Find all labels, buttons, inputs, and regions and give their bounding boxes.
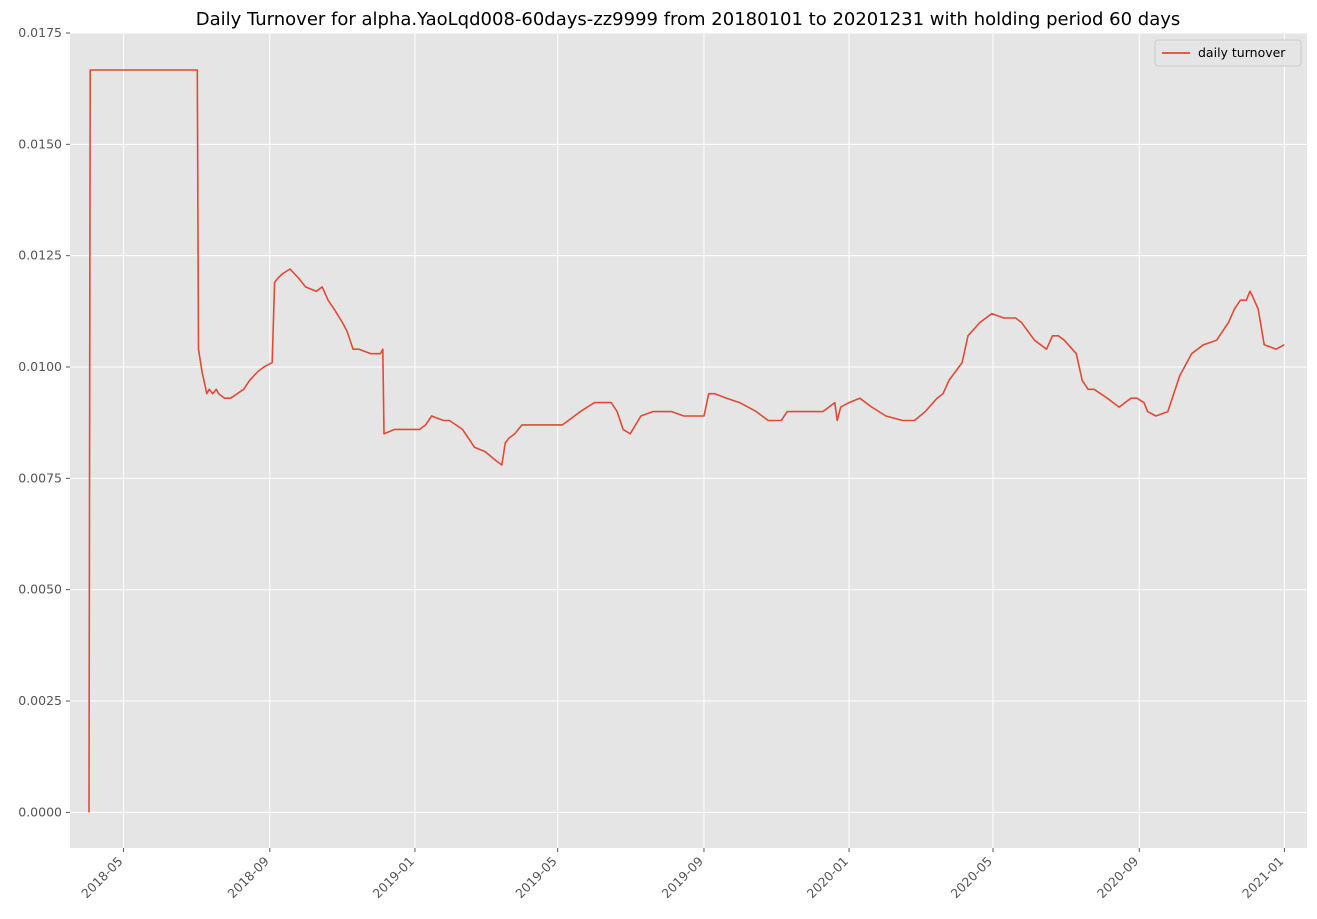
x-tick-label: 2018-09	[224, 853, 272, 901]
series-line-daily-turnover	[88, 69, 1285, 813]
chart-title: Daily Turnover for alpha.YaoLqd008-60day…	[196, 9, 1181, 30]
y-tick-label: 0.0100	[18, 359, 62, 374]
y-tick-label: 0.0075	[18, 470, 62, 485]
x-tick-label: 2020-05	[948, 854, 996, 902]
y-tick-label: 0.0150	[18, 136, 62, 151]
y-tick-label: 0.0125	[18, 248, 62, 263]
y-tick-label: 0.0000	[18, 804, 62, 819]
legend-box	[1154, 39, 1302, 67]
x-tick-label: 2019-05	[512, 854, 560, 902]
x-tick-label: 2020-01	[804, 854, 852, 902]
legend: daily turnover	[1154, 39, 1302, 67]
grid-lines	[70, 32, 1307, 848]
y-axis-ticks: 0.0000 0.0025 0.0050 0.0075 0.0100 0.0125 0.01…	[18, 25, 70, 819]
y-tick-label: 0.0025	[18, 693, 62, 708]
x-tick-label: 2019-09	[659, 853, 707, 901]
legend-label: daily turnover	[1198, 45, 1286, 60]
y-tick-label: 0.0175	[18, 25, 62, 40]
x-tick-label: 2019-01	[370, 854, 418, 902]
x-axis-ticks: 2018-05 2018-09 2019-01 2019-05 2019-09 2020-…	[78, 848, 1287, 902]
y-tick-label: 0.0050	[18, 582, 62, 597]
x-tick-label: 2021-01	[1239, 854, 1287, 902]
plot-area	[70, 33, 1307, 848]
x-tick-label: 2018-05	[78, 854, 126, 902]
x-tick-label: 2020-09	[1094, 853, 1142, 901]
